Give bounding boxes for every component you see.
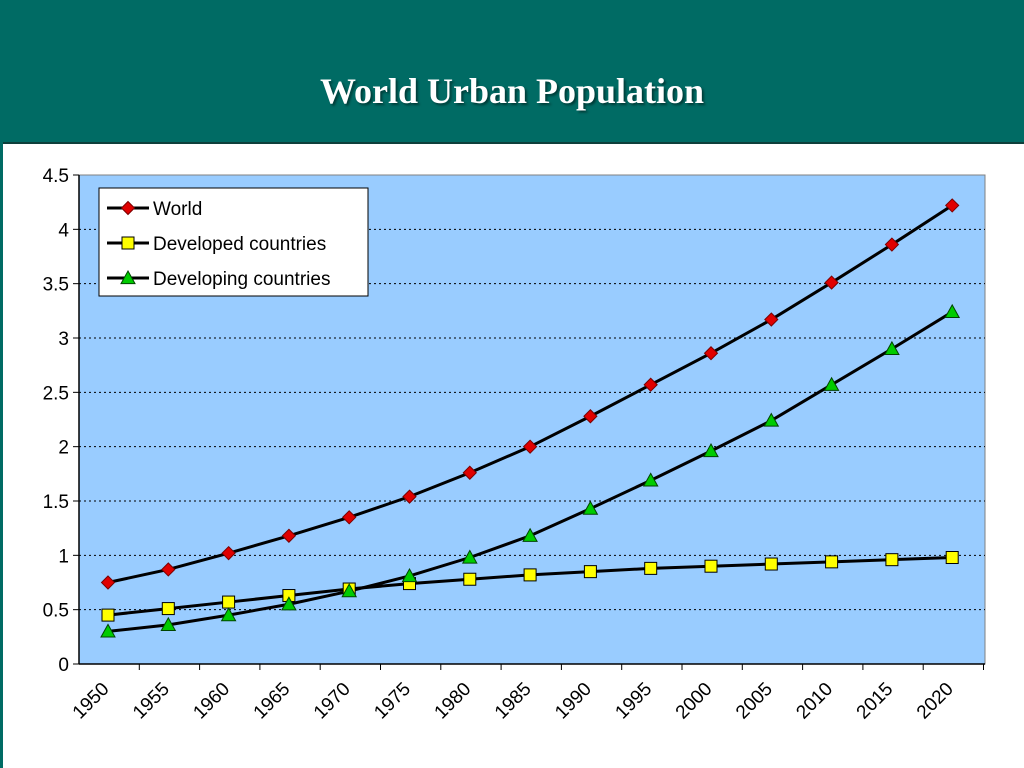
developed-point-marker <box>222 595 236 609</box>
developing-point-marker <box>120 269 136 285</box>
slide-title: World Urban Population <box>319 71 705 111</box>
x-tick-label: 1950 <box>69 679 114 724</box>
x-tick-label: 1965 <box>250 679 295 724</box>
developed-point-marker <box>463 572 477 586</box>
slide-frame-edge <box>0 142 3 768</box>
x-tick-label: 1975 <box>370 679 415 724</box>
developed-point-marker <box>764 557 778 571</box>
axes <box>73 174 985 670</box>
x-tick-label: 2020 <box>913 679 958 724</box>
world-point-marker <box>944 198 960 213</box>
developing-point-marker <box>341 583 358 598</box>
developed-point-marker <box>644 561 658 575</box>
world-point-marker <box>281 528 297 543</box>
x-tick-label: 2010 <box>792 679 837 724</box>
developing-point-marker <box>100 623 116 638</box>
developing-point-marker <box>884 340 900 355</box>
y-tick-label: 0 <box>58 655 69 676</box>
y-tick-label: 1 <box>58 546 69 567</box>
legend-label-world: World <box>153 199 202 220</box>
world-point-marker <box>884 237 900 252</box>
x-axis-tick-labels: 1950 1955 1960 1965 1970 1975 1980 1985 1990 1995… <box>69 679 958 724</box>
x-tick-label: 2015 <box>853 679 898 724</box>
world-point-marker <box>221 545 236 561</box>
world-point-marker <box>583 409 598 424</box>
developing-point-marker <box>582 500 599 515</box>
developed-point-marker <box>523 568 537 582</box>
x-tick-label: 1995 <box>611 679 656 724</box>
developing-point-marker <box>703 442 719 458</box>
world-point-marker <box>161 562 176 577</box>
world-point-marker <box>824 275 839 290</box>
developing-point-marker <box>401 567 418 583</box>
world-point-marker <box>100 575 116 590</box>
developed-point-marker <box>945 551 959 565</box>
developed-point-marker <box>704 559 718 573</box>
legend: World Developed countries Developing count… <box>98 187 369 297</box>
developed-point-marker <box>121 236 135 250</box>
developing-point-marker <box>522 527 538 542</box>
developing-point-marker <box>944 303 961 319</box>
world-point-marker <box>522 439 538 454</box>
y-tick-label: 1.5 <box>43 492 69 513</box>
world-point-marker <box>764 312 779 327</box>
x-tick-label: 1960 <box>189 679 234 724</box>
x-tick-label: 1990 <box>551 679 596 724</box>
world-point-marker <box>402 489 417 504</box>
x-tick-label: 2005 <box>732 679 777 724</box>
developing-point-marker <box>160 616 177 631</box>
world-point-marker <box>462 465 478 480</box>
y-tick-label: 2.5 <box>43 383 69 404</box>
developed-point-marker <box>583 565 597 579</box>
series-markers <box>100 198 961 638</box>
x-tick-label: 1970 <box>310 679 355 724</box>
developed-point-marker <box>101 608 115 622</box>
world-point-marker <box>703 346 719 361</box>
y-tick-label: 4 <box>58 220 69 241</box>
slide-header: World Urban Population <box>0 0 1024 144</box>
developing-point-marker <box>642 472 659 487</box>
y-tick-label: 3.5 <box>43 275 69 296</box>
y-axis-tick-labels: 0 0.5 1 1.5 2 2.5 3 3.5 4 4.5 <box>43 166 70 676</box>
world-point-marker <box>341 510 357 525</box>
legend-label-developing-countries: Developing countries <box>153 269 330 290</box>
y-tick-label: 0.5 <box>43 601 69 622</box>
x-tick-label: 1955 <box>129 679 174 724</box>
developed-point-marker <box>161 602 175 616</box>
developed-point-marker <box>885 553 899 567</box>
x-tick-label: 1980 <box>431 679 476 724</box>
y-tick-label: 3 <box>58 329 69 350</box>
developing-point-marker <box>281 596 297 611</box>
y-tick-label: 4.5 <box>43 166 69 187</box>
x-tick-label: 1985 <box>491 679 536 724</box>
x-tick-label: 2000 <box>672 679 717 724</box>
legend-label-developed-countries: Developed countries <box>153 234 326 255</box>
world-point-marker <box>120 200 136 216</box>
developed-point-marker <box>825 555 839 569</box>
developing-point-marker <box>823 376 840 391</box>
developing-point-marker <box>220 607 237 622</box>
y-tick-label: 2 <box>58 438 69 459</box>
developing-point-marker <box>461 549 478 564</box>
developing-point-marker <box>763 412 780 427</box>
world-point-marker <box>643 377 658 392</box>
